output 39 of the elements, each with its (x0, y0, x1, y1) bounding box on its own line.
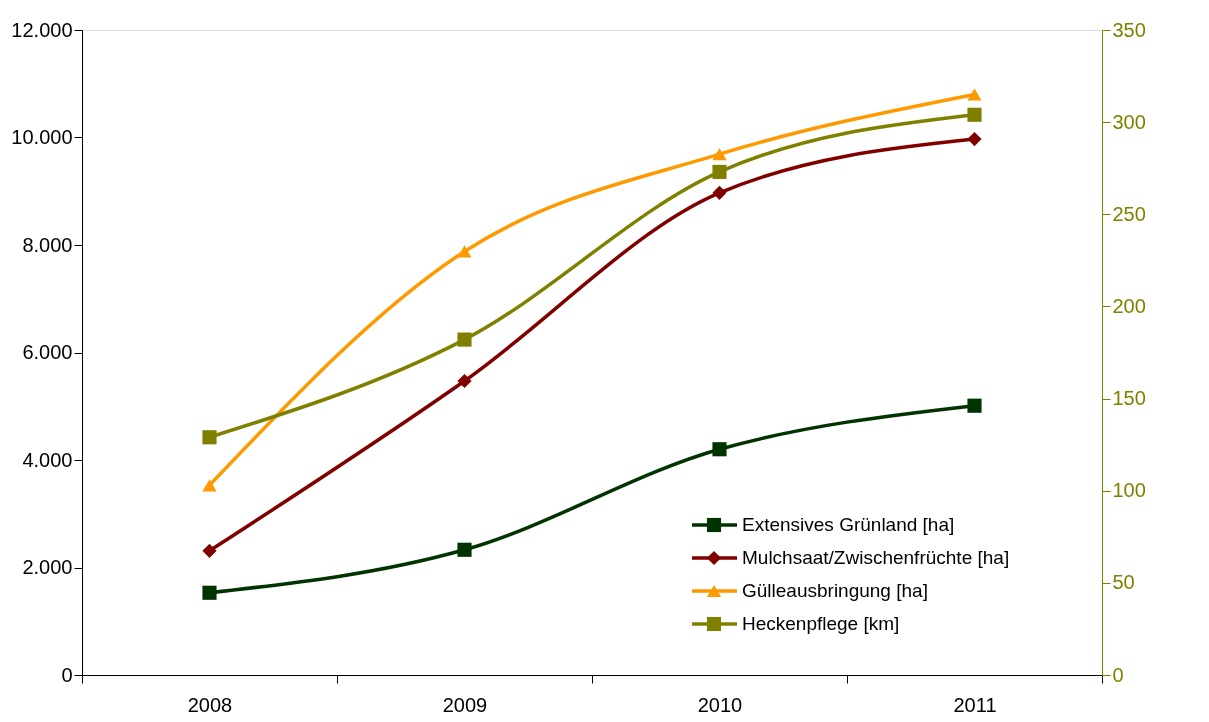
y-tick-label: 2.000 (22, 556, 73, 578)
point (202, 430, 217, 445)
point (202, 585, 217, 600)
legend-label: Gülleausbringung [ha] (742, 580, 928, 601)
y2-tick-label: 100 (1112, 479, 1146, 502)
y-tick-label: 12.000 (11, 18, 73, 41)
y-tick-label: 6.000 (22, 341, 73, 363)
x-tick-label: 2008 (187, 693, 233, 716)
point (457, 373, 472, 389)
legend-label: Extensives Grünland [ha] (742, 514, 955, 535)
x-tick-label: 2010 (697, 693, 743, 716)
y2-tick-label: 250 (1112, 202, 1146, 225)
x-tick-label: 2011 (953, 693, 997, 716)
point (712, 185, 727, 200)
y-tick-label: 0 (61, 663, 73, 686)
point (712, 148, 727, 161)
legend-label: Heckenpflege [km] (742, 613, 900, 634)
y-tick-label: 4.000 (22, 448, 73, 471)
point (202, 479, 217, 492)
point (202, 543, 217, 558)
y-tick-label: 10.000 (11, 126, 73, 148)
point (457, 332, 472, 347)
point (967, 398, 982, 413)
point (967, 132, 982, 147)
y2-tick-label: 350 (1112, 18, 1146, 41)
x-tick-label: 2009 (442, 693, 488, 716)
y-tick-label: 8.000 (22, 233, 73, 256)
y2-tick-label: 0 (1112, 663, 1124, 686)
legend-label: Mulchsaat/Zwischenfrüchte [ha] (742, 547, 1010, 568)
point (967, 88, 982, 101)
y2-tick-label: 300 (1112, 110, 1146, 133)
y2-tick-label: 200 (1112, 294, 1146, 317)
point (457, 542, 472, 557)
y2-tick-label: 150 (1112, 387, 1146, 410)
point (457, 245, 472, 258)
point (967, 107, 982, 122)
y2-tick-label: 50 (1112, 571, 1135, 594)
point (712, 442, 727, 457)
point (712, 164, 727, 179)
